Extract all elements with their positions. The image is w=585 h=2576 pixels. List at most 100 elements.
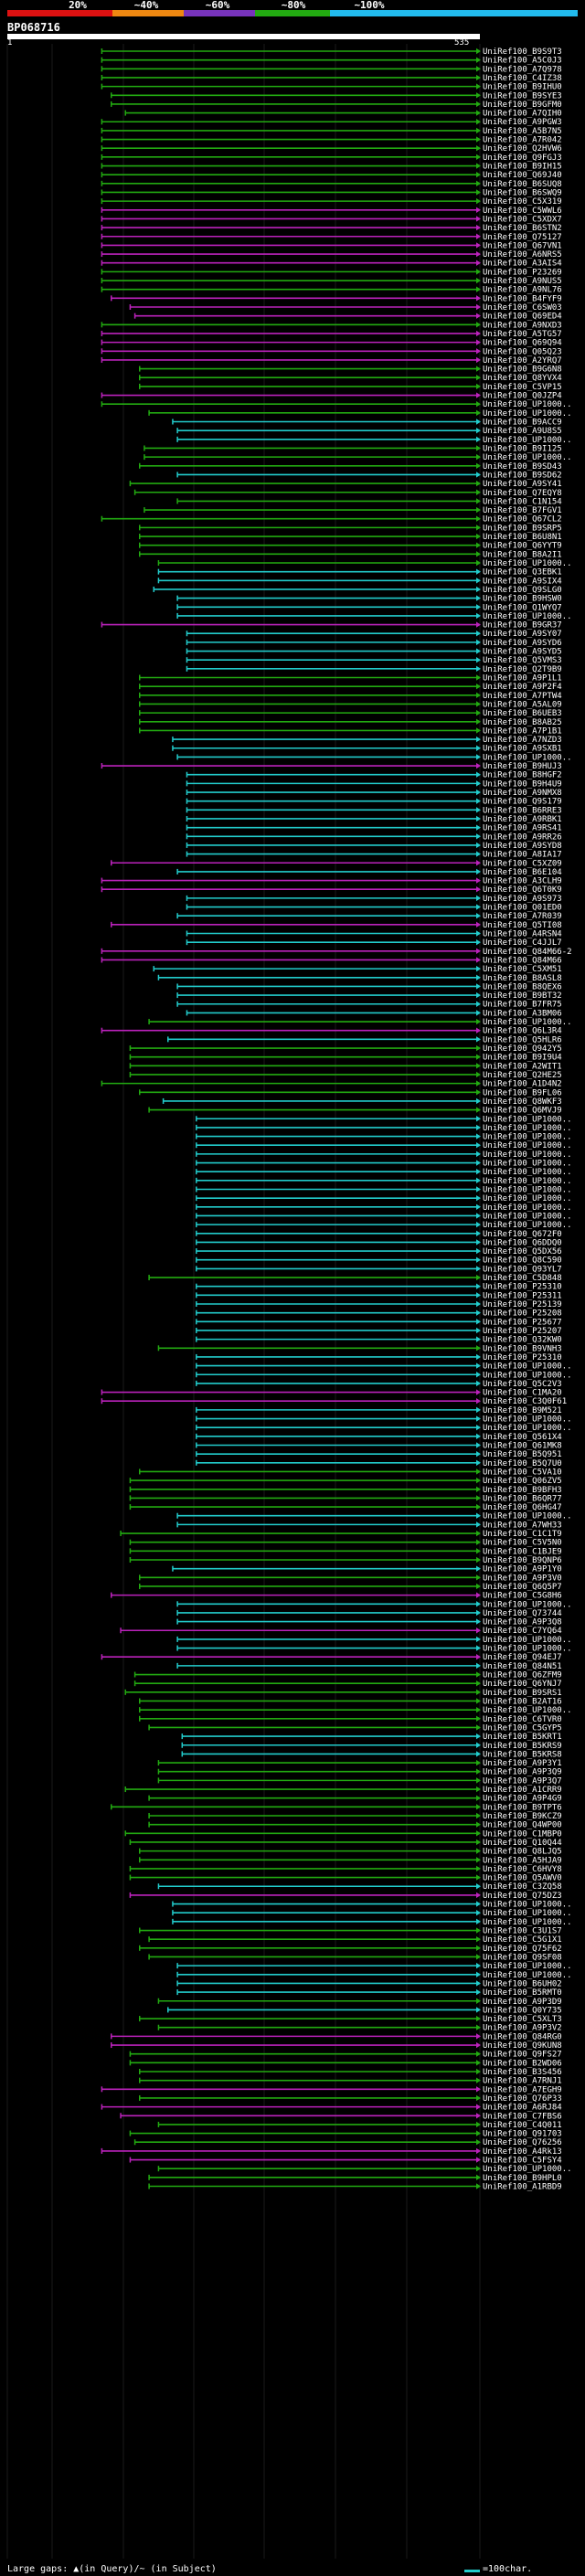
color-scale: 20% ~40% ~60% ~80% ~100%	[7, 0, 578, 16]
hit-label: UniRef100_B6UEB3	[483, 709, 562, 718]
hit-row: UniRef100_A1RBD9	[148, 2183, 562, 2192]
hit-label: UniRef100_Q76256	[483, 2138, 562, 2147]
hit-label: UniRef100_Q91703	[483, 2130, 562, 2139]
hit-arrow	[476, 718, 481, 725]
hit-arrow	[476, 957, 481, 963]
hit-arrow	[476, 1300, 481, 1308]
hit-arrow	[476, 269, 481, 275]
hit-arrow	[476, 154, 481, 161]
hit-label: UniRef100_B7FR75	[483, 1001, 562, 1010]
hit-arrow	[476, 2157, 481, 2163]
hit-row: UniRef100_A1CRR9	[124, 1786, 562, 1795]
hit-row: UniRef100_A1D4N2	[101, 1080, 562, 1089]
hit-arrow	[476, 2113, 481, 2119]
hit-arrow	[476, 2015, 481, 2022]
hit-arrow	[476, 1830, 481, 1837]
hit-label: UniRef100_C5VA10	[483, 1468, 562, 1477]
hit-row: UniRef100_Q9SLG0	[153, 586, 562, 595]
hit-arrow	[476, 2139, 481, 2146]
hit-label: UniRef100_Q1WYQ7	[483, 603, 562, 612]
scale-legend-line	[464, 2570, 480, 2572]
scale-label-20: 20%	[69, 0, 87, 11]
hit-arrow	[476, 57, 481, 63]
hit-arrow	[476, 559, 481, 567]
hit-row: UniRef100_C6SW03	[129, 303, 562, 313]
hit-label: UniRef100_C6TVR0	[483, 1715, 562, 1724]
hit-row: UniRef100_B7FGV1	[144, 506, 562, 515]
hit-row: UniRef100_C1MBP0	[124, 1829, 562, 1839]
hit-row: UniRef100_C5XM51	[153, 965, 562, 974]
hit-row: UniRef100_B5RMT0	[176, 1988, 562, 1998]
hit-row: UniRef100_Q2HVW6	[101, 144, 562, 154]
hit-row: UniRef100_UP1000..	[148, 409, 572, 419]
hit-arrow	[476, 1883, 481, 1890]
hit-row: UniRef100_Q84RG0	[110, 2032, 562, 2041]
hit-row: UniRef100_Q7EQY8	[133, 489, 562, 498]
hit-arrow	[476, 1468, 481, 1475]
hit-label: UniRef100_A4RSN4	[483, 930, 562, 939]
hit-arrow	[476, 1565, 481, 1572]
hit-label: UniRef100_Q75DZ3	[483, 1892, 562, 1901]
hit-row: UniRef100_C1BJE9	[129, 1547, 562, 1556]
hit-label: UniRef100_A9P2F4	[483, 683, 562, 692]
hit-arrow	[476, 171, 481, 178]
hit-row: UniRef100_Q9FGJ3	[101, 154, 562, 163]
hit-row: UniRef100_C6HVY8	[129, 1865, 562, 1874]
hit-label: UniRef100_Q67CL2	[483, 515, 562, 525]
hit-label: UniRef100_UP1000..	[483, 1150, 572, 1160]
hit-arrow	[476, 303, 481, 311]
hit-arrow	[476, 1821, 481, 1828]
hit-row: UniRef100_B5KRT1	[181, 1733, 562, 1742]
hit-label: UniRef100_A9P1L1	[483, 674, 562, 684]
hit-arrow	[476, 1116, 481, 1122]
hit-row: UniRef100_B6SWQ9	[101, 188, 562, 197]
hit-arrow	[476, 2068, 481, 2075]
hit-row: UniRef100_Q9KUN8	[110, 2041, 562, 2051]
hit-row: UniRef100_B9IHU0	[101, 83, 562, 92]
hit-label: UniRef100_Q5VMS3	[483, 656, 562, 665]
hit-label: UniRef100_C6SW03	[483, 303, 562, 313]
hit-arrow	[476, 868, 481, 875]
hit-row: UniRef100_P23269	[101, 268, 562, 277]
hit-row: UniRef100_A9SXB1	[172, 745, 562, 754]
hit-row: UniRef100_Q84M66-2	[101, 948, 572, 957]
hit-label: UniRef100_Q5TI08	[483, 921, 562, 930]
hit-label: UniRef100_UP1000..	[483, 2165, 572, 2174]
hit-label: UniRef100_UP1000..	[483, 1512, 572, 1521]
hit-row: UniRef100_UP1000..	[176, 1962, 572, 1971]
hit-label: UniRef100_Q5DX56	[483, 1247, 562, 1256]
hit-label: UniRef100_Q9FS27	[483, 2051, 562, 2060]
hit-label: UniRef100_Q6HG47	[483, 1503, 562, 1512]
hit-row: UniRef100_A9SY41	[129, 480, 562, 489]
hit-arrow	[476, 66, 481, 72]
hit-row: UniRef100_A7PTW4	[139, 692, 562, 701]
hit-row: UniRef100_B6UEB3	[139, 709, 562, 718]
hit-row: UniRef100_A9P1Y0	[172, 1565, 562, 1574]
hit-row: UniRef100_C4JJL7	[186, 938, 562, 948]
hit-arrow	[476, 2007, 481, 2013]
hit-label: UniRef100_A7QIH0	[483, 110, 562, 119]
hit-arrow	[476, 1080, 481, 1087]
hit-row: UniRef100_Q67VN1	[101, 241, 562, 250]
hit-arrow	[476, 224, 481, 231]
hit-row: UniRef100_UP1000..	[172, 1901, 572, 1910]
hit-row: UniRef100_B9M521	[196, 1406, 562, 1415]
hit-row: UniRef100_A5C0J3	[101, 57, 562, 66]
hit-arrow	[476, 1971, 481, 1977]
hit-label: UniRef100_B6SUQ8	[483, 180, 562, 189]
hit-arrow	[476, 595, 481, 601]
hit-arrow	[476, 656, 481, 663]
hit-label: UniRef100_A7WH33	[483, 1521, 562, 1530]
hit-label: UniRef100_Q06ZV5	[483, 1477, 562, 1486]
hit-arrow	[476, 472, 481, 478]
hit-label: UniRef100_Q73744	[483, 1609, 562, 1618]
hit-arrow	[476, 1839, 481, 1846]
hit-label: UniRef100_B5KRS9	[483, 1742, 562, 1751]
hit-row: UniRef100_P25677	[196, 1318, 562, 1327]
hit-arrow	[476, 1662, 481, 1670]
hit-row: UniRef100_Q3EBK1	[157, 568, 562, 578]
hit-label: UniRef100_B9SYE3	[483, 91, 562, 101]
hit-row: UniRef100_A9NMX8	[186, 789, 562, 798]
hit-label: UniRef100_B9GFM0	[483, 101, 562, 110]
hit-label: UniRef100_B6RRE3	[483, 806, 562, 815]
